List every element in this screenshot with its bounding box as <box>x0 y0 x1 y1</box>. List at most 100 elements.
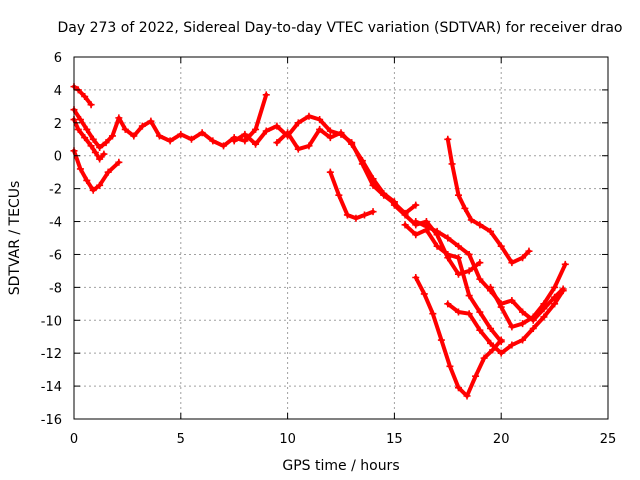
data-point <box>529 313 537 321</box>
y-tick-label: -8 <box>49 281 62 296</box>
data-point <box>519 320 527 328</box>
data-point <box>87 101 95 109</box>
data-point <box>76 165 84 173</box>
data-point <box>89 186 97 194</box>
data-point <box>540 300 548 308</box>
tick-labels: 0 5 10 15 20 25 -16 -14 -12 -10 -8 -6 -4 -2 0 2 4 6 <box>41 51 617 447</box>
data-point <box>480 354 488 362</box>
data-point <box>497 349 505 357</box>
data-point <box>262 91 270 99</box>
data-point <box>91 148 99 156</box>
series-line <box>274 127 397 204</box>
data-point <box>316 125 324 133</box>
data-point <box>104 168 112 176</box>
data-point <box>177 130 185 138</box>
data-point <box>561 260 569 268</box>
data-point <box>540 313 548 321</box>
data-point <box>121 125 129 133</box>
data-point <box>76 116 84 124</box>
data-point <box>358 157 366 165</box>
data-point <box>294 145 302 153</box>
data-point <box>83 125 91 133</box>
data-point <box>412 231 420 239</box>
data-point <box>326 134 334 142</box>
data-point <box>74 125 82 133</box>
data-point <box>422 222 430 230</box>
data-point <box>454 254 462 262</box>
data-point <box>465 292 473 300</box>
y-tick-label: -2 <box>49 183 62 198</box>
series-line <box>403 222 504 344</box>
series-line <box>413 275 504 398</box>
data-point <box>508 297 516 305</box>
data-point <box>465 250 473 258</box>
data-point <box>461 204 469 212</box>
data-point <box>551 300 559 308</box>
data-point <box>476 221 484 229</box>
y-tick-label: 4 <box>54 84 62 99</box>
data-point <box>463 392 471 400</box>
series-arc-9 <box>401 221 505 346</box>
data-point <box>444 250 452 258</box>
data-point <box>497 303 505 311</box>
series-line <box>72 84 94 107</box>
data-point <box>467 216 475 224</box>
data-point <box>230 137 238 145</box>
series-line <box>488 262 568 329</box>
data-point <box>487 325 495 332</box>
data-point <box>476 308 484 316</box>
data-point <box>305 112 313 120</box>
data-point <box>497 336 505 344</box>
data-point <box>476 259 484 267</box>
data-point <box>335 191 343 199</box>
axis-ticks <box>73 56 609 420</box>
data-point <box>465 267 473 275</box>
data-point <box>305 142 313 150</box>
series-arc-14 <box>487 260 569 331</box>
data-point <box>147 117 155 125</box>
data-point <box>273 139 281 147</box>
data-point <box>115 114 123 122</box>
data-point <box>241 130 249 138</box>
data-point <box>369 208 377 216</box>
data-point <box>220 142 228 150</box>
x-axis-title: GPS time / hours <box>282 458 399 474</box>
data-point <box>360 211 368 219</box>
data-point <box>444 135 452 143</box>
data-point <box>487 283 495 291</box>
data-point <box>487 339 495 347</box>
data-point <box>390 201 398 209</box>
data-point <box>401 221 409 229</box>
data-point <box>519 336 527 344</box>
data-point <box>429 310 437 318</box>
data-point <box>100 150 108 158</box>
data-point <box>96 144 104 151</box>
y-tick-label: -16 <box>41 413 62 428</box>
y-tick-label: 0 <box>54 150 62 165</box>
data-point <box>316 116 324 124</box>
data-point <box>454 191 462 199</box>
data-point <box>551 283 559 291</box>
data-point <box>525 247 533 255</box>
grid <box>74 57 608 419</box>
data-point <box>444 234 452 242</box>
data-point <box>96 155 104 163</box>
x-tick-label: 20 <box>493 432 510 447</box>
data-point <box>326 168 334 176</box>
series-line <box>445 137 531 265</box>
data-point <box>83 176 91 184</box>
y-tick-label: 2 <box>54 117 62 132</box>
y-tick-label: -14 <box>41 380 62 395</box>
data-point <box>444 300 452 308</box>
data-point <box>343 211 351 219</box>
data-point <box>369 175 377 183</box>
data-point <box>412 218 420 226</box>
y-tick-label: -10 <box>41 314 62 329</box>
y-tick-label: -12 <box>41 347 62 362</box>
data-point <box>209 137 217 145</box>
data-point <box>487 227 495 235</box>
data-point <box>465 310 473 318</box>
data-point <box>433 227 441 235</box>
data-point <box>262 127 270 135</box>
